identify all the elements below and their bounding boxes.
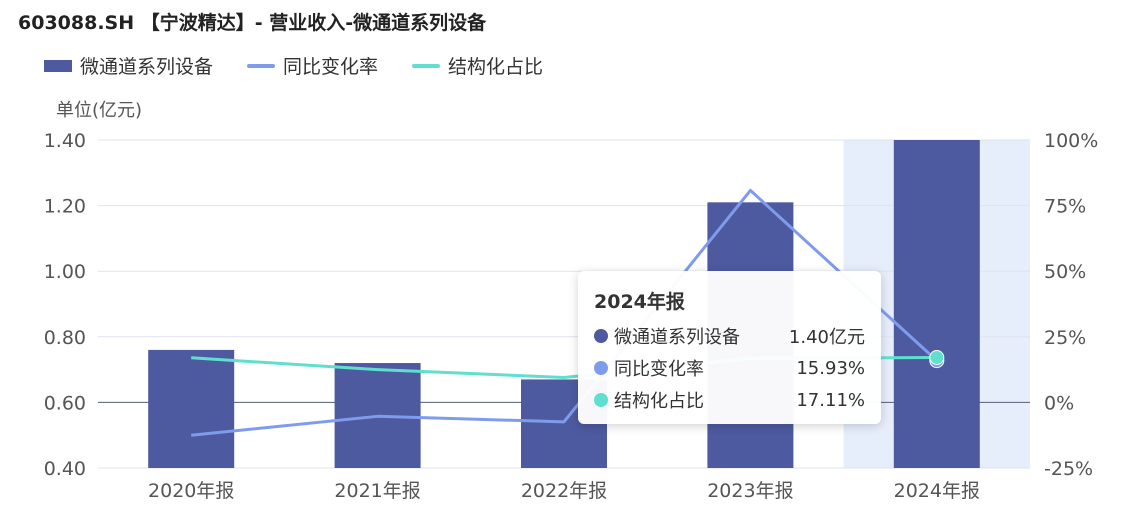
x-tick-label: 2022年报 [521, 480, 607, 502]
y-right-tick-label: 50% [1044, 261, 1086, 283]
legend-item-share-series[interactable]: 结构化占比 [412, 52, 543, 79]
bar [148, 349, 235, 468]
x-tick-label: 2020年报 [148, 480, 234, 502]
y-left-tick-label: 1.40 [44, 130, 86, 152]
y-left-tick-label: 0.60 [44, 392, 86, 414]
y-left-tick-label: 1.00 [44, 261, 86, 283]
bar [893, 140, 980, 468]
x-tick-label: 2023年报 [707, 480, 793, 502]
y-right-tick-label: -25% [1044, 458, 1093, 480]
tooltip-row: 微通道系列设备 1.40亿元 [594, 320, 865, 352]
tooltip-title: 2024年报 [594, 291, 685, 313]
legend-line-swatch [247, 63, 276, 68]
y-left-tick-label: 1.20 [44, 196, 86, 218]
tooltip-row: 结构化占比 17.11% [594, 384, 865, 416]
legend-label: 微通道系列设备 [80, 56, 214, 78]
y-left-tick-label: 0.80 [44, 327, 86, 349]
tooltip-row: 同比变化率 15.93% [594, 352, 865, 384]
legend-item-bar-series[interactable]: 微通道系列设备 [44, 52, 213, 79]
legend-label: 结构化占比 [448, 56, 544, 78]
tooltip-series-value: 15.93% [796, 357, 865, 379]
legend-item-yoy-series[interactable]: 同比变化率 [247, 52, 378, 79]
page-title: 603088.SH 【宁波精达】- 营业收入-微通道系列设备 [18, 12, 487, 34]
y-right-tick-label: 75% [1044, 196, 1086, 218]
y-right-tick-label: 25% [1044, 327, 1086, 349]
chart-tooltip: 2024年报 微通道系列设备 1.40亿元 同比变化率 15.93% 结构化占比… [578, 271, 881, 424]
yoy-line [191, 188, 938, 437]
legend-bar-swatch [44, 59, 72, 72]
tooltip-series-name: 微通道系列设备 [614, 327, 740, 348]
legend: 微通道系列设备 同比变化率 结构化占比 [44, 52, 577, 79]
y-left-tick-label: 0.40 [44, 458, 86, 480]
tooltip-series-value: 17.11% [796, 389, 865, 411]
x-tick-label: 2024年报 [894, 480, 980, 502]
legend-line-swatch [412, 63, 441, 68]
tooltip-series-value: 1.40亿元 [788, 327, 865, 348]
tooltip-dot [594, 361, 608, 375]
legend-label: 同比变化率 [283, 56, 379, 78]
x-tick-label: 2021年报 [334, 480, 420, 502]
y-axis-unit-label: 单位(亿元) [56, 100, 143, 121]
tooltip-series-name: 结构化占比 [614, 391, 704, 412]
y-right-tick-label: 100% [1044, 130, 1098, 152]
line-point-highlight [929, 350, 945, 366]
y-right-tick-label: 0% [1044, 392, 1074, 414]
tooltip-dot [594, 393, 608, 407]
tooltip-series-name: 同比变化率 [614, 359, 704, 380]
tooltip-dot [594, 329, 608, 343]
